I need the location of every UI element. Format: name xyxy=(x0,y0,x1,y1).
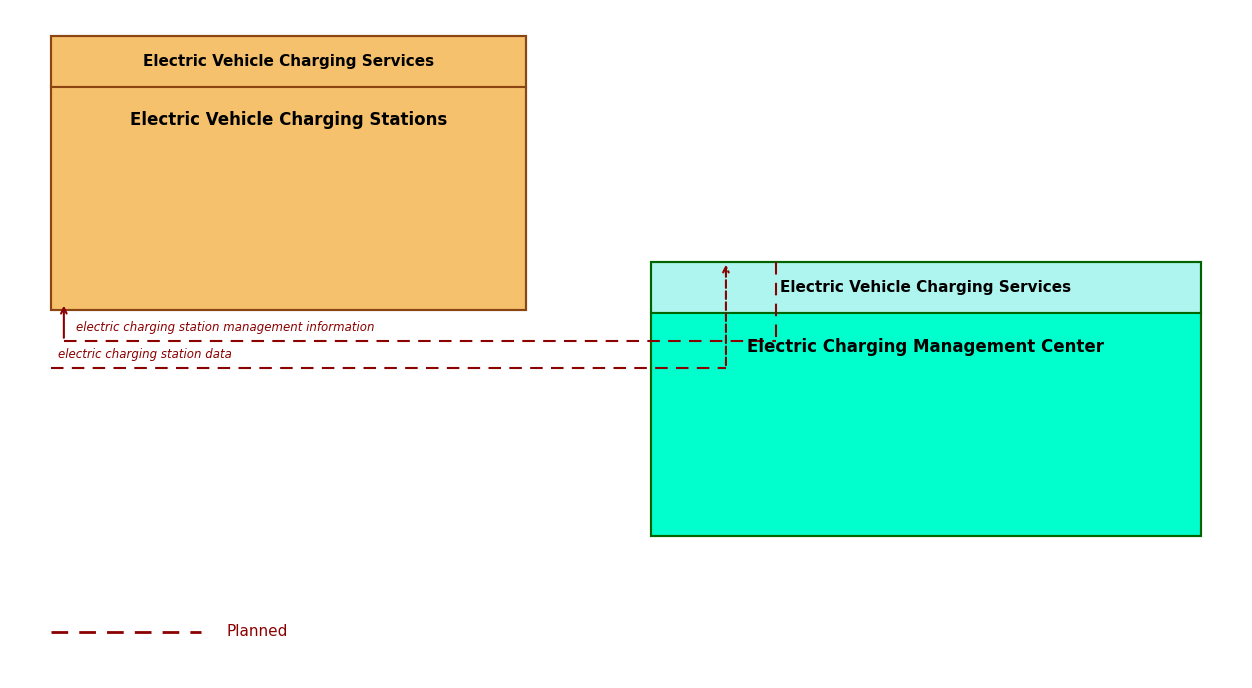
Text: Electric Vehicle Charging Services: Electric Vehicle Charging Services xyxy=(143,54,434,69)
Text: Electric Vehicle Charging Services: Electric Vehicle Charging Services xyxy=(780,280,1072,295)
FancyBboxPatch shape xyxy=(51,87,526,310)
FancyBboxPatch shape xyxy=(51,36,526,87)
Text: Planned: Planned xyxy=(227,624,288,639)
FancyBboxPatch shape xyxy=(651,313,1201,536)
FancyBboxPatch shape xyxy=(651,261,1201,313)
Text: electric charging station management information: electric charging station management inf… xyxy=(76,321,374,334)
Text: Electric Charging Management Center: Electric Charging Management Center xyxy=(747,338,1104,356)
Text: electric charging station data: electric charging station data xyxy=(58,348,232,361)
Text: Electric Vehicle Charging Stations: Electric Vehicle Charging Stations xyxy=(130,111,447,129)
